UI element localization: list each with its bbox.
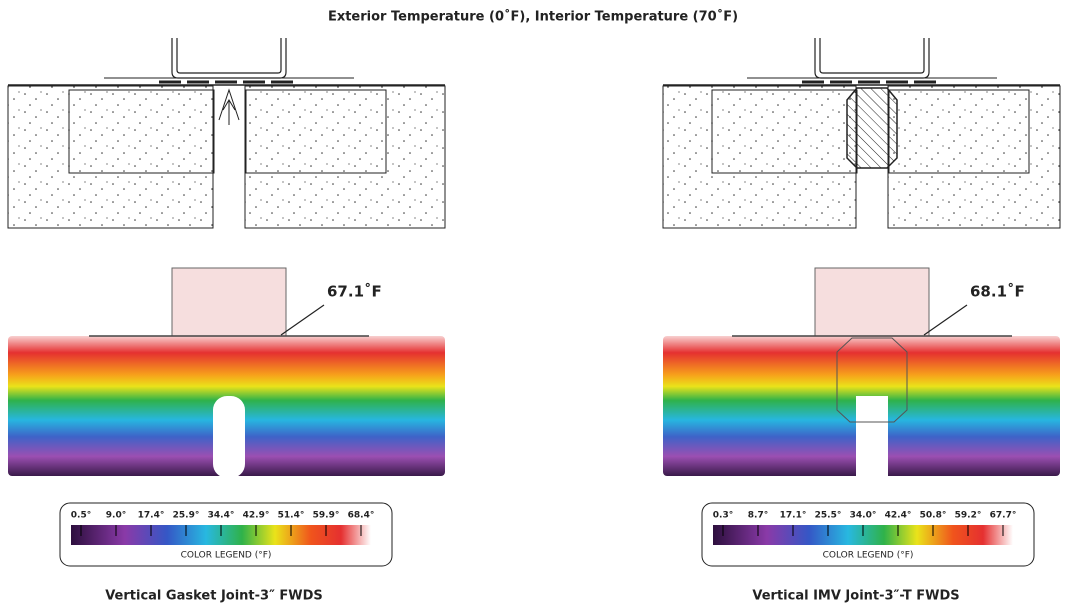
- legend-tick-label: 25.9°: [173, 511, 200, 521]
- mullion: [172, 38, 286, 78]
- mullion-thermal: [815, 268, 929, 336]
- figure: Exterior Temperature (0˚F), Interior Tem…: [0, 0, 1067, 605]
- legend-tick-label: 68.4°: [348, 511, 375, 521]
- joint-gap: [856, 396, 888, 478]
- legend-tick-label: 0.3°: [713, 511, 733, 521]
- legend-tick-label: 0.5°: [71, 511, 91, 521]
- caption: Vertical Gasket Joint-3″ FWDS: [105, 589, 323, 604]
- legend-tick-label: 59.2°: [955, 511, 982, 521]
- mullion: [815, 38, 929, 78]
- legend-tick-label: 8.7°: [748, 511, 768, 521]
- mullion-thermal: [172, 268, 286, 336]
- legend-tick-label: 51.4°: [278, 511, 305, 521]
- panel: 68.1˚F 0.3° 8.7° 17.1° 25.5° 34.0° 42.4° 50.8° 5…: [663, 38, 1060, 604]
- legend-tick-label: 25.5°: [815, 511, 842, 521]
- legend-tick-label: 67.7°: [990, 511, 1017, 521]
- slab: [245, 86, 445, 228]
- caption: Vertical IMV Joint-3″-T FWDS: [752, 589, 959, 604]
- callout: 68.1˚F: [970, 283, 1025, 301]
- legend-tick-label: 42.4°: [885, 511, 912, 521]
- legend-tick-label: 17.1°: [780, 511, 807, 521]
- leader: [924, 305, 967, 335]
- legend-tick-label: 59.9°: [313, 511, 340, 521]
- legend-tick-label: 34.0°: [850, 511, 877, 521]
- gasket-fin: [219, 90, 239, 125]
- leader: [281, 305, 324, 335]
- slab: [888, 86, 1060, 228]
- legend-tick-label: 42.9°: [243, 511, 270, 521]
- legend-tick-label: 50.8°: [920, 511, 947, 521]
- legend-tick-label: 9.0°: [106, 511, 126, 521]
- slab: [8, 86, 213, 228]
- panel: 67.1˚F 0.5° 9.0° 17.4° 25.9° 34.4° 42.9° 51.4° 5…: [8, 38, 445, 604]
- title: Exterior Temperature (0˚F), Interior Tem…: [328, 9, 738, 25]
- legend-label: COLOR LEGEND (°F): [181, 551, 272, 561]
- legend-tick-label: 17.4°: [138, 511, 165, 521]
- legend-tick-label: 34.4°: [208, 511, 235, 521]
- joint-gap: [213, 396, 245, 478]
- callout: 67.1˚F: [327, 283, 382, 301]
- imv-seal: [847, 88, 897, 168]
- slab: [663, 86, 856, 228]
- legend-label: COLOR LEGEND (°F): [823, 551, 914, 561]
